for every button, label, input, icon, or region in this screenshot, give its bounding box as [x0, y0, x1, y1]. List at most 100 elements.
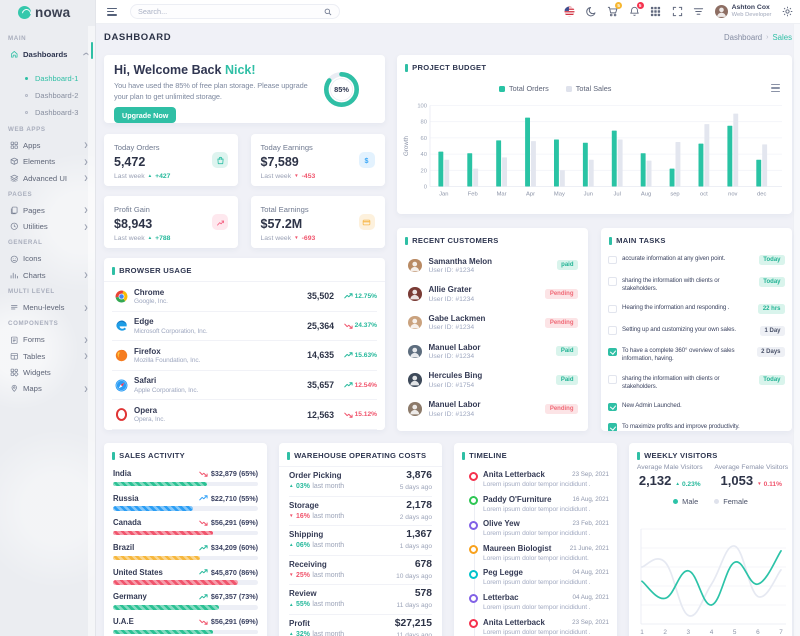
sidebar-item-charts[interactable]: Charts ❯	[0, 267, 95, 283]
search-icon[interactable]	[324, 8, 332, 16]
customer-user-id: User ID: #1234	[428, 267, 475, 275]
svg-text:0: 0	[424, 185, 427, 191]
sidebar-item-maps[interactable]: Maps ❯	[0, 381, 95, 397]
svg-text:Feb: Feb	[468, 192, 478, 198]
sidebar-item-utilities[interactable]: Utilities ❯	[0, 218, 95, 234]
legend-item[interactable]: Male	[673, 497, 698, 506]
customer-row: Allie Grater User ID: #1234 Pending	[407, 280, 578, 309]
task-checkbox[interactable]	[608, 347, 617, 356]
sidebar-item-icons[interactable]: Icons	[0, 251, 95, 267]
brand-logo[interactable]: nowa	[0, 0, 95, 24]
language-flag-icon[interactable]	[564, 6, 575, 17]
svg-text:Aug: Aug	[641, 192, 651, 198]
browser-name: Opera	[134, 405, 158, 415]
stat-label: Profit Gain	[114, 205, 150, 214]
sidebar-section-label-main: MAIN	[8, 34, 27, 42]
sidebar-item-elements[interactable]: Elements ❯	[0, 154, 95, 170]
svg-text:2: 2	[663, 629, 667, 636]
map-icon	[10, 384, 19, 393]
task-checkbox[interactable]	[608, 255, 617, 264]
legend-item[interactable]: Female	[714, 497, 748, 506]
svg-text:Mar: Mar	[497, 192, 507, 198]
user-role: Web Developer	[731, 12, 772, 19]
warehouse-row: Profit 32% last month $27,215 11 days ag…	[289, 615, 432, 636]
search-input[interactable]	[138, 7, 324, 16]
task-checkbox[interactable]	[608, 277, 617, 286]
search-box	[130, 4, 340, 19]
legend-item[interactable]: Total Orders	[499, 84, 549, 93]
cart-icon[interactable]: 5	[607, 2, 623, 17]
task-checkbox[interactable]	[608, 326, 617, 335]
chart-menu-icon[interactable]	[771, 84, 780, 92]
sidebar-subitem-dashboard-2[interactable]: Dashboard-2	[0, 87, 95, 104]
progress-fill	[113, 506, 193, 511]
upgrade-now-button[interactable]: Upgrade Now	[114, 107, 177, 123]
task-checkbox[interactable]	[608, 375, 617, 384]
timeline-dot-icon	[469, 594, 478, 604]
dark-mode-moon-icon[interactable]	[585, 6, 597, 17]
pages-icon	[10, 206, 19, 215]
cost-value: 678	[414, 558, 432, 570]
sidebar-subitem-dashboard-3[interactable]: Dashboard-3	[0, 104, 95, 121]
sidebar-item-pages[interactable]: Pages ❯	[0, 202, 95, 218]
sidebar-item-forms[interactable]: Forms ❯	[0, 332, 95, 348]
breadcrumb-current[interactable]: Sales	[772, 33, 792, 42]
visitor-stat-label: Average Female Visitors	[714, 464, 789, 471]
task-text: To maximize profits and improve producti…	[622, 422, 740, 430]
chevron-icon: ❯	[83, 143, 89, 149]
browser-value: 14,635	[307, 350, 334, 361]
bullet-icon	[25, 94, 28, 98]
browser-company: Opera, Inc.	[134, 416, 166, 424]
settings-gear-icon[interactable]	[782, 6, 793, 17]
sidebar-item-widgets[interactable]: Widgets	[0, 364, 95, 380]
cost-ago: 2 days ago	[399, 513, 432, 521]
sidebar-item-menu-levels[interactable]: Menu-levels ❯	[0, 299, 95, 315]
breadcrumb-parent[interactable]: Dashboard	[723, 33, 763, 42]
customer-row: Gabe Lackmen User ID: #1234 Pending	[407, 308, 578, 337]
brand-name: nowa	[35, 4, 71, 20]
visitor-stat-value: 1,053	[720, 473, 754, 488]
browser-company: Apple Corporation, Inc.	[134, 386, 199, 394]
warehouse-costs-card: WAREHOUSE OPERATING COSTS Order Picking …	[279, 443, 442, 636]
customer-name: Hercules Bing	[428, 371, 483, 381]
task-checkbox[interactable]	[608, 402, 617, 411]
sidebar-item-tables[interactable]: Tables ❯	[0, 348, 95, 364]
cost-label: Order Picking	[289, 471, 342, 480]
status-badge: Pending	[545, 317, 578, 328]
sales-country-row: United States $45,870 (86%)	[113, 568, 258, 585]
visitor-stat-delta: 0.23%	[675, 481, 701, 488]
progress-fill	[113, 629, 214, 635]
timeline-connector	[473, 474, 475, 636]
apps-grid-icon[interactable]	[650, 6, 661, 17]
timeline-desc: Lorem ipsum dolor tempor incididunt.	[483, 554, 589, 562]
browser-company: Mozilla Foundation, Inc.	[134, 357, 201, 365]
timeline-date: 23 Sep, 2021	[572, 471, 609, 478]
page-scrollbar-track[interactable]	[793, 24, 800, 636]
chevron-icon: ❯	[83, 305, 89, 311]
notifications-bell-icon[interactable]: 5	[629, 2, 644, 17]
task-checkbox[interactable]	[608, 423, 617, 431]
svg-text:20: 20	[421, 168, 427, 174]
progress-track	[113, 555, 258, 561]
timeline-desc: Lorem ipsum dolor tempor incididunt .	[483, 628, 591, 636]
legend-item[interactable]: Total Sales	[565, 84, 611, 93]
task-checkbox[interactable]	[608, 304, 617, 313]
sidebar-item-dashboards[interactable]: Dashboards ❯	[0, 46, 95, 62]
task-badge: 1 Day	[759, 325, 785, 336]
sidebar-toggle-button[interactable]	[107, 7, 117, 16]
project-budget-card: PROJECT BUDGET Total Orders Total Sales …	[397, 55, 792, 214]
sidebar-item-advanced-ui[interactable]: Advanced UI ❯	[0, 170, 95, 186]
stat-trend: Last week -693	[261, 235, 375, 242]
card-title: WEEKLY VISITORS	[644, 451, 718, 460]
sidebar-scrollbar-thumb[interactable]	[91, 42, 93, 59]
timeline-row: Olive Yew Lorem ipsum dolor tempor incid…	[462, 517, 609, 542]
fullscreen-icon[interactable]	[672, 6, 683, 17]
svg-text:oct: oct	[700, 192, 708, 198]
stat-cards: Today Orders 5,472 Last week +427 Today …	[104, 134, 385, 248]
sidebar-item-apps[interactable]: Apps ❯	[0, 137, 95, 153]
task-badge: 2 Days	[756, 347, 785, 357]
task-text: Hearing the information and responding .	[622, 304, 730, 311]
user-menu[interactable]: Ashton Cox Web Developer	[714, 4, 772, 19]
filter-icon[interactable]	[693, 6, 704, 17]
sidebar-subitem-dashboard-1[interactable]: Dashboard-1	[0, 70, 95, 87]
